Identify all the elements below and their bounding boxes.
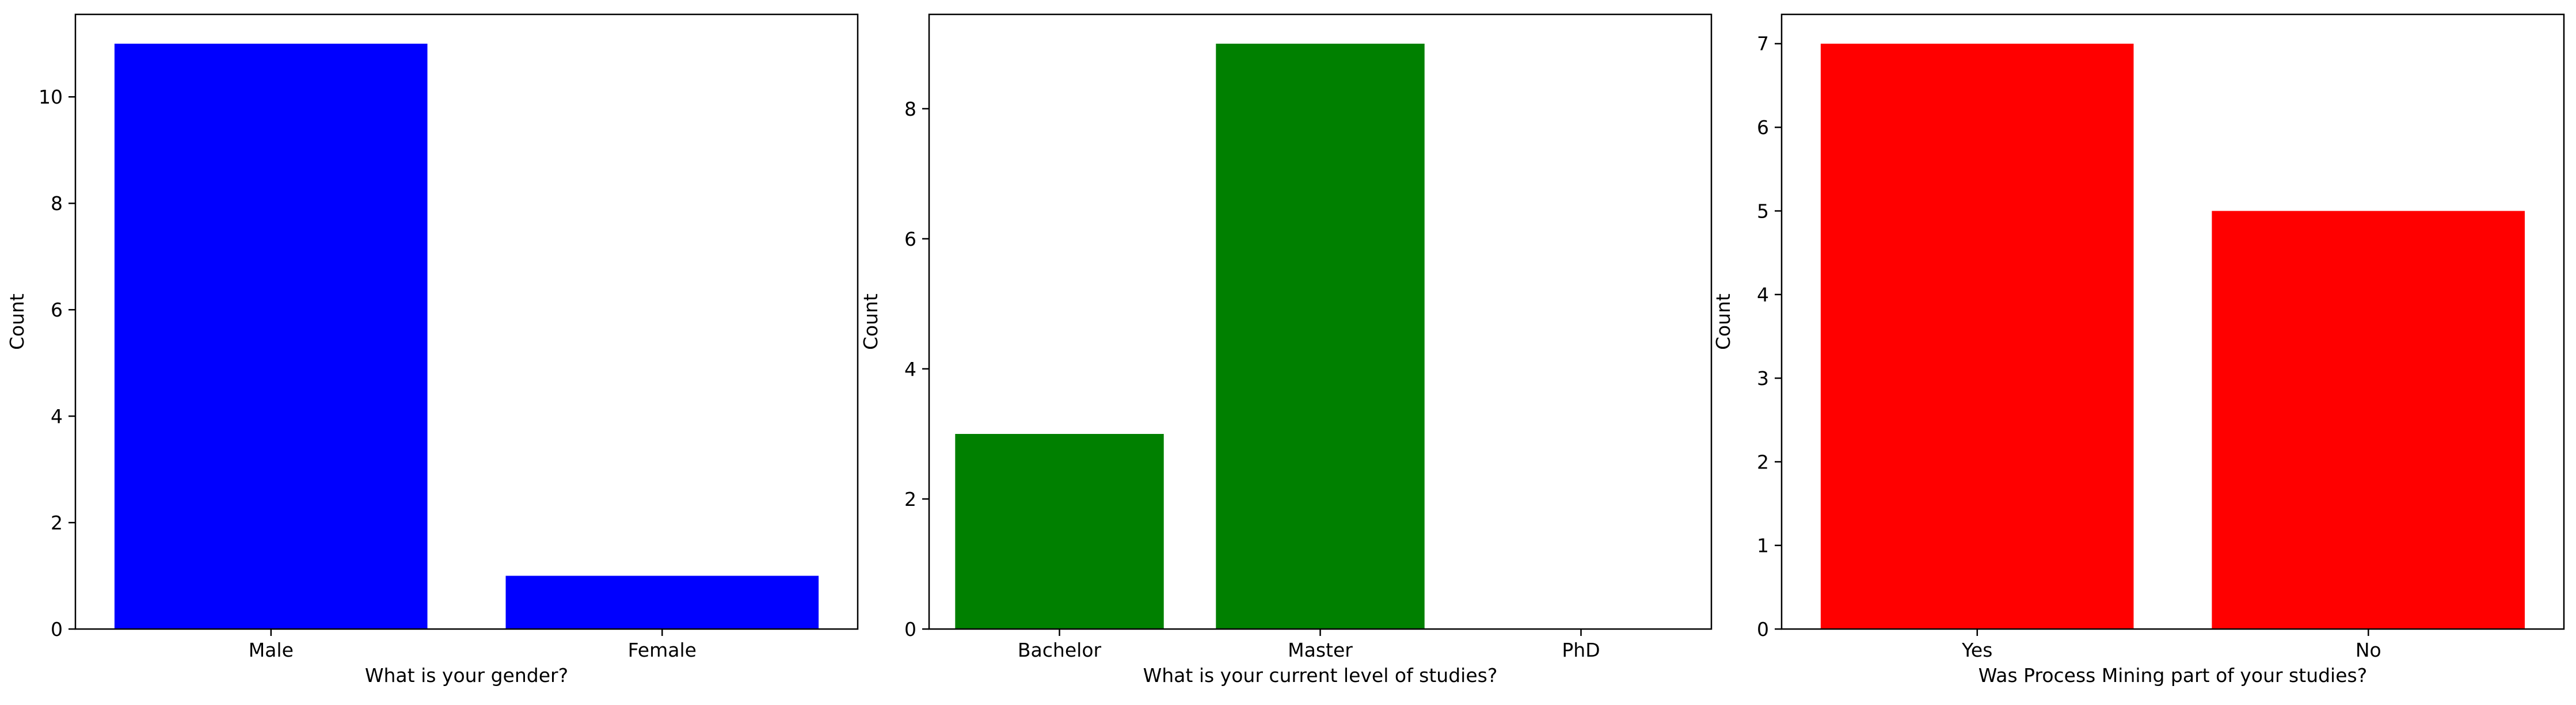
bar-bachelor xyxy=(955,434,1164,629)
bar-yes xyxy=(1820,43,2134,629)
y-tick-label: 2 xyxy=(51,512,63,534)
y-tick-label: 0 xyxy=(1757,618,1769,641)
chart-panel-gender: 0 2 4 6 8 10 Male Female What is your gender? Cou… xyxy=(6,13,859,687)
y-tick-label: 8 xyxy=(904,98,916,120)
x-axis-label: Was Process Mining part of your studies? xyxy=(1978,664,2368,687)
x-tick-label: Male xyxy=(249,639,294,661)
y-tick-label: 6 xyxy=(904,228,916,250)
y-tick-label: 6 xyxy=(51,299,63,321)
chart-panel-study-level: 0 2 4 6 8 Bachelor Master PhD What is your curre… xyxy=(859,13,1713,687)
y-axis-label: Count xyxy=(1712,294,1734,350)
x-tick-label: Yes xyxy=(1961,639,1992,661)
y-tick-label: 7 xyxy=(1757,33,1769,55)
x-tick-label: No xyxy=(2356,639,2381,661)
y-tick-label: 4 xyxy=(51,405,63,428)
y-tick-label: 1 xyxy=(1757,535,1769,557)
y-tick-label: 2 xyxy=(904,488,916,510)
bar-master xyxy=(1216,43,1425,629)
axes-frame xyxy=(74,13,859,630)
y-axis-label: Count xyxy=(859,294,882,350)
bar-male xyxy=(114,43,428,629)
x-axis-label: What is your current level of studies? xyxy=(1143,664,1498,687)
y-tick-label: 4 xyxy=(1757,284,1769,306)
y-tick-label: 0 xyxy=(51,618,63,641)
y-axis-label: Count xyxy=(6,294,28,350)
y-tick-label: 4 xyxy=(904,358,916,380)
y-tick-label: 8 xyxy=(51,192,63,215)
x-tick-label: PhD xyxy=(1562,639,1600,661)
y-tick-label: 3 xyxy=(1757,367,1769,390)
axes-frame xyxy=(1780,13,2565,630)
y-tick-label: 10 xyxy=(39,86,63,108)
y-tick-label: 2 xyxy=(1757,451,1769,473)
y-tick-label: 5 xyxy=(1757,200,1769,222)
x-tick-label: Female xyxy=(628,639,697,661)
x-tick-label: Master xyxy=(1288,639,1353,661)
x-tick-label: Bachelor xyxy=(1018,639,1102,661)
x-axis-label: What is your gender? xyxy=(365,664,568,687)
bar-female xyxy=(505,576,819,629)
chart-panel-process-mining: 0 1 2 3 4 5 6 7 Yes No Was Process Mining part of … xyxy=(1712,13,2565,687)
bar-no xyxy=(2212,211,2525,629)
y-tick-label: 6 xyxy=(1757,116,1769,139)
y-tick-label: 0 xyxy=(904,618,916,641)
